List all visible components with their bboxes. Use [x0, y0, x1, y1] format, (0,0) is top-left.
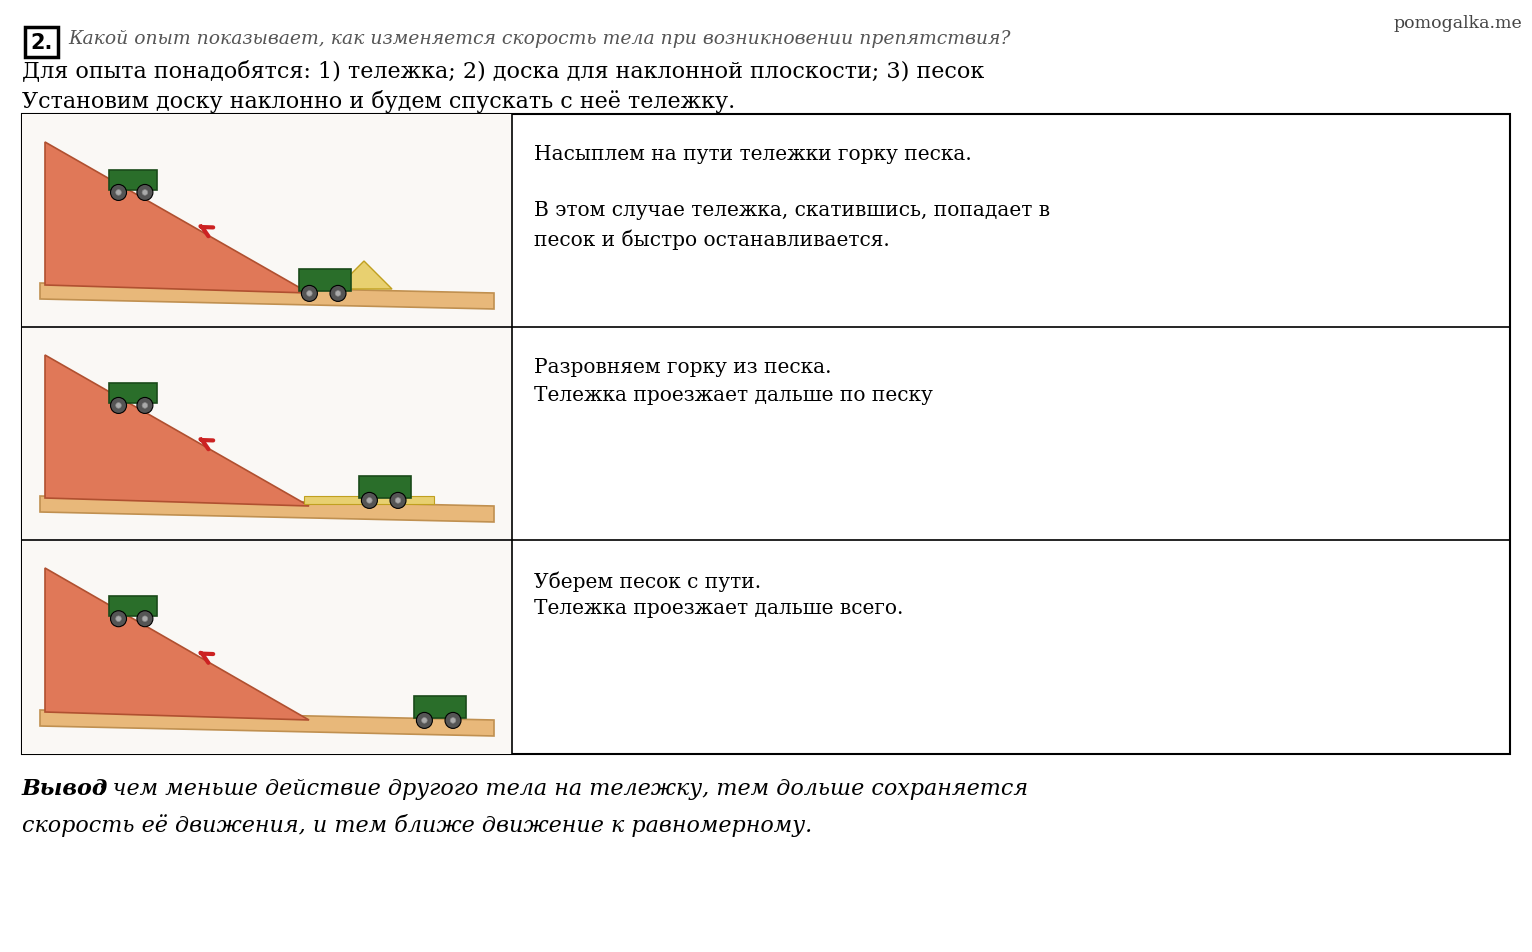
Circle shape [116, 190, 121, 196]
Circle shape [110, 611, 127, 627]
Circle shape [395, 498, 401, 504]
Circle shape [306, 291, 313, 297]
Text: : чем меньше действие другого тела на тележку, тем дольше сохраняется: : чем меньше действие другого тела на те… [98, 777, 1028, 799]
Circle shape [417, 713, 432, 728]
Text: Какой опыт показывает, как изменяется скорость тела при возникновении препятстви: Какой опыт показывает, как изменяется ск… [67, 30, 1011, 48]
Circle shape [391, 493, 406, 509]
Circle shape [329, 287, 346, 302]
Circle shape [110, 398, 127, 414]
Text: Для опыта понадобятся: 1) тележка; 2) доска для наклонной плоскости; 3) песок: Для опыта понадобятся: 1) тележка; 2) до… [21, 60, 984, 82]
Text: Тележка проезжает дальше всего.: Тележка проезжает дальше всего. [535, 599, 904, 617]
Text: Тележка проезжает дальше по песку: Тележка проезжает дальше по песку [535, 386, 933, 405]
Polygon shape [336, 262, 392, 289]
Polygon shape [40, 497, 493, 523]
Text: Установим доску наклонно и будем спускать с неё тележку.: Установим доску наклонно и будем спускат… [21, 89, 735, 113]
Polygon shape [44, 143, 309, 293]
Circle shape [450, 718, 457, 724]
Text: pomogalka.me: pomogalka.me [1393, 15, 1521, 32]
Circle shape [142, 190, 147, 196]
Circle shape [142, 404, 147, 408]
Circle shape [444, 713, 461, 728]
Bar [109, 384, 156, 404]
Text: Насыплем на пути тележки горку песка.: Насыплем на пути тележки горку песка. [535, 145, 971, 164]
Circle shape [136, 398, 153, 414]
Circle shape [116, 404, 121, 408]
Bar [358, 477, 411, 499]
Bar [109, 170, 156, 190]
Bar [299, 269, 351, 291]
Circle shape [116, 616, 121, 622]
Polygon shape [44, 356, 309, 506]
Circle shape [362, 493, 377, 509]
Circle shape [366, 498, 372, 504]
Polygon shape [40, 284, 493, 309]
Circle shape [302, 287, 317, 302]
Text: скорость её движения, и тем ближе движение к равномерному.: скорость её движения, и тем ближе движен… [21, 813, 812, 836]
Text: Уберем песок с пути.: Уберем песок с пути. [535, 570, 761, 591]
Circle shape [336, 291, 340, 297]
Circle shape [136, 611, 153, 627]
Bar [414, 696, 466, 718]
Text: Вывод: Вывод [21, 777, 109, 799]
Circle shape [142, 616, 147, 622]
Bar [303, 497, 434, 505]
Polygon shape [44, 568, 309, 721]
Text: песок и быстро останавливается.: песок и быстро останавливается. [535, 228, 890, 249]
Circle shape [110, 186, 127, 201]
Bar [21, 541, 512, 754]
Bar [109, 597, 156, 617]
Text: В этом случае тележка, скатившись, попадает в: В этом случае тележка, скатившись, попад… [535, 201, 1049, 220]
Circle shape [136, 186, 153, 201]
Bar [21, 327, 512, 541]
Text: Разровняем горку из песка.: Разровняем горку из песка. [535, 358, 832, 377]
Bar [21, 115, 512, 327]
Text: 2.: 2. [31, 33, 52, 53]
Circle shape [421, 718, 427, 724]
Bar [21, 115, 1511, 754]
Polygon shape [40, 710, 493, 736]
